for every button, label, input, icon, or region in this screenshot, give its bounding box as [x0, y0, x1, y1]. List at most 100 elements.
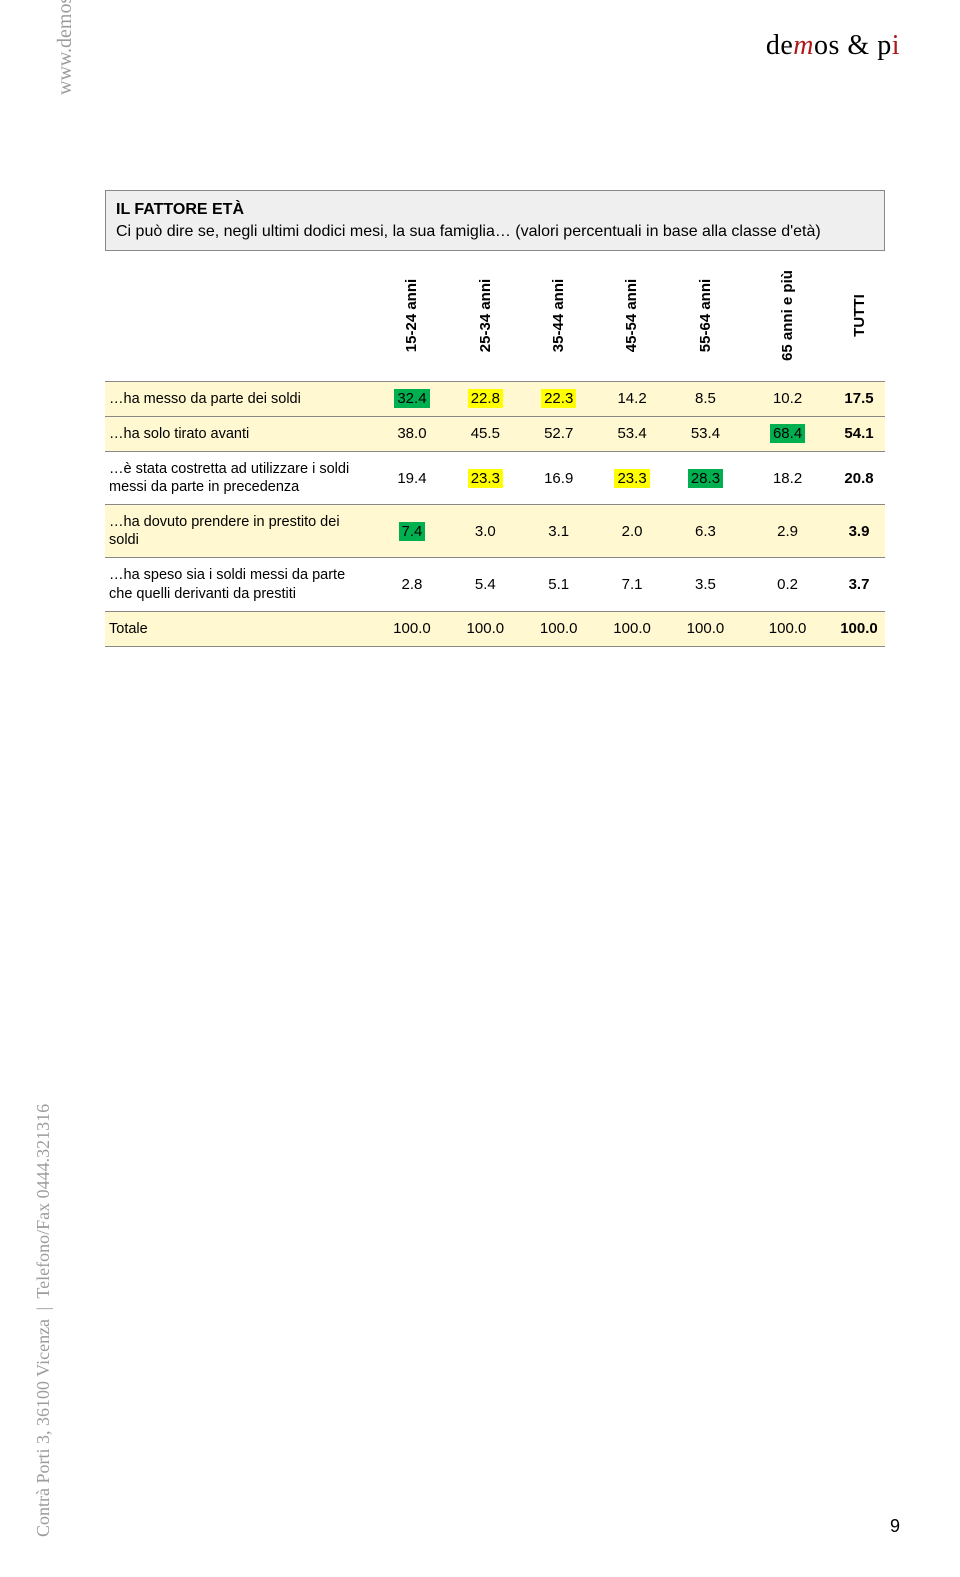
data-table: 15-24 anni25-34 anni35-44 anni45-54 anni…	[105, 251, 885, 647]
table-cell: 28.3	[669, 451, 742, 504]
title-rest: Ci può dire se, negli ultimi dodici mesi…	[116, 223, 821, 240]
cell-value: 19.4	[397, 470, 426, 487]
column-header: 65 anni e più	[742, 251, 833, 381]
cell-value: 16.9	[544, 470, 573, 487]
cell-value: 3.0	[475, 523, 496, 540]
cell-value: 100.0	[540, 620, 578, 637]
table-cell: 7.4	[375, 505, 448, 558]
row-label: …ha solo tirato avanti	[105, 416, 375, 451]
cell-value: 7.4	[399, 522, 426, 541]
title-bold: IL FATTORE ETÀ	[116, 201, 244, 218]
column-header: 15-24 anni	[375, 251, 448, 381]
cell-value: 3.7	[849, 576, 870, 593]
side-url: www.demos.it	[54, 0, 77, 95]
cell-value: 45.5	[471, 425, 500, 442]
table-cell: 5.4	[449, 558, 522, 611]
table-title-box: IL FATTORE ETÀ Ci può dire se, negli ult…	[105, 190, 885, 251]
table-cell: 19.4	[375, 451, 448, 504]
table-cell: 3.1	[522, 505, 595, 558]
page-number: 9	[890, 1516, 900, 1537]
column-header: TUTTI	[833, 251, 885, 381]
table-row: …ha dovuto prendere in prestito dei sold…	[105, 505, 885, 558]
table-cell: 2.9	[742, 505, 833, 558]
table-cell: 2.8	[375, 558, 448, 611]
row-label: …è stata costretta ad utilizzare i soldi…	[105, 451, 375, 504]
table-cell: 22.8	[449, 381, 522, 416]
cell-value: 100.0	[687, 620, 725, 637]
table-cell: 32.4	[375, 381, 448, 416]
cell-value: 22.8	[468, 389, 503, 408]
column-header-label: 65 anni e più	[779, 271, 796, 362]
table-cell: 14.2	[595, 381, 668, 416]
table-cell: 3.0	[449, 505, 522, 558]
column-header-label: 55-64 anni	[697, 279, 714, 352]
cell-value: 100.0	[613, 620, 651, 637]
table-cell: 3.7	[833, 558, 885, 611]
address-part-2: Telefono/Fax 0444.321316	[33, 1104, 53, 1299]
row-label: Totale	[105, 611, 375, 646]
cell-value: 18.2	[773, 470, 802, 487]
logo-text: demos & pi	[766, 30, 900, 61]
table-cell: 52.7	[522, 416, 595, 451]
table-cell: 100.0	[522, 611, 595, 646]
table-cell: 20.8	[833, 451, 885, 504]
side-address: Contrà Porti 3, 36100 Vicenza | Telefono…	[33, 1104, 54, 1537]
column-header-label: 35-44 anni	[550, 279, 567, 352]
cell-value: 100.0	[467, 620, 505, 637]
cell-value: 8.5	[695, 390, 716, 407]
table-cell: 0.2	[742, 558, 833, 611]
table-body: …ha messo da parte dei soldi 32.4 22.8 22.3…	[105, 381, 885, 646]
table-cell: 18.2	[742, 451, 833, 504]
cell-value: 3.1	[548, 523, 569, 540]
row-label-header	[105, 251, 375, 381]
cell-value: 14.2	[617, 390, 646, 407]
table-cell: 100.0	[449, 611, 522, 646]
table-cell: 3.9	[833, 505, 885, 558]
table-cell: 2.0	[595, 505, 668, 558]
table-row: …ha speso sia i soldi messi da parte che…	[105, 558, 885, 611]
table-cell: 54.1	[833, 416, 885, 451]
table-cell: 5.1	[522, 558, 595, 611]
table-row: …è stata costretta ad utilizzare i soldi…	[105, 451, 885, 504]
cell-value: 2.8	[402, 576, 423, 593]
cell-value: 32.4	[394, 389, 429, 408]
table-cell: 53.4	[595, 416, 668, 451]
cell-value: 53.4	[691, 425, 720, 442]
table-cell: 38.0	[375, 416, 448, 451]
cell-value: 38.0	[397, 425, 426, 442]
table-cell: 100.0	[742, 611, 833, 646]
row-label: …ha dovuto prendere in prestito dei sold…	[105, 505, 375, 558]
cell-value: 17.5	[844, 390, 873, 407]
cell-value: 3.5	[695, 576, 716, 593]
table-cell: 100.0	[833, 611, 885, 646]
cell-value: 10.2	[773, 390, 802, 407]
table-row: …ha messo da parte dei soldi 32.4 22.8 22.3…	[105, 381, 885, 416]
cell-value: 100.0	[393, 620, 431, 637]
cell-value: 3.9	[849, 523, 870, 540]
column-header-label: 15-24 anni	[403, 279, 420, 352]
table-cell: 6.3	[669, 505, 742, 558]
table-cell: 23.3	[595, 451, 668, 504]
cell-value: 5.1	[548, 576, 569, 593]
cell-value: 0.2	[777, 576, 798, 593]
table-cell: 68.4	[742, 416, 833, 451]
cell-value: 28.3	[688, 469, 723, 488]
column-header: 55-64 anni	[669, 251, 742, 381]
cell-value: 100.0	[840, 620, 878, 637]
cell-value: 54.1	[844, 425, 873, 442]
cell-value: 20.8	[844, 470, 873, 487]
table-cell: 3.5	[669, 558, 742, 611]
address-part-1: Contrà Porti 3, 36100 Vicenza	[33, 1319, 53, 1537]
cell-value: 100.0	[769, 620, 807, 637]
table-cell: 7.1	[595, 558, 668, 611]
table-cell: 23.3	[449, 451, 522, 504]
table-cell: 17.5	[833, 381, 885, 416]
cell-value: 23.3	[614, 469, 649, 488]
table-cell: 22.3	[522, 381, 595, 416]
cell-value: 2.0	[622, 523, 643, 540]
address-separator: |	[33, 1307, 53, 1311]
row-label: …ha messo da parte dei soldi	[105, 381, 375, 416]
cell-value: 53.4	[617, 425, 646, 442]
column-header-label: 45-54 anni	[624, 279, 641, 352]
table-cell: 100.0	[375, 611, 448, 646]
